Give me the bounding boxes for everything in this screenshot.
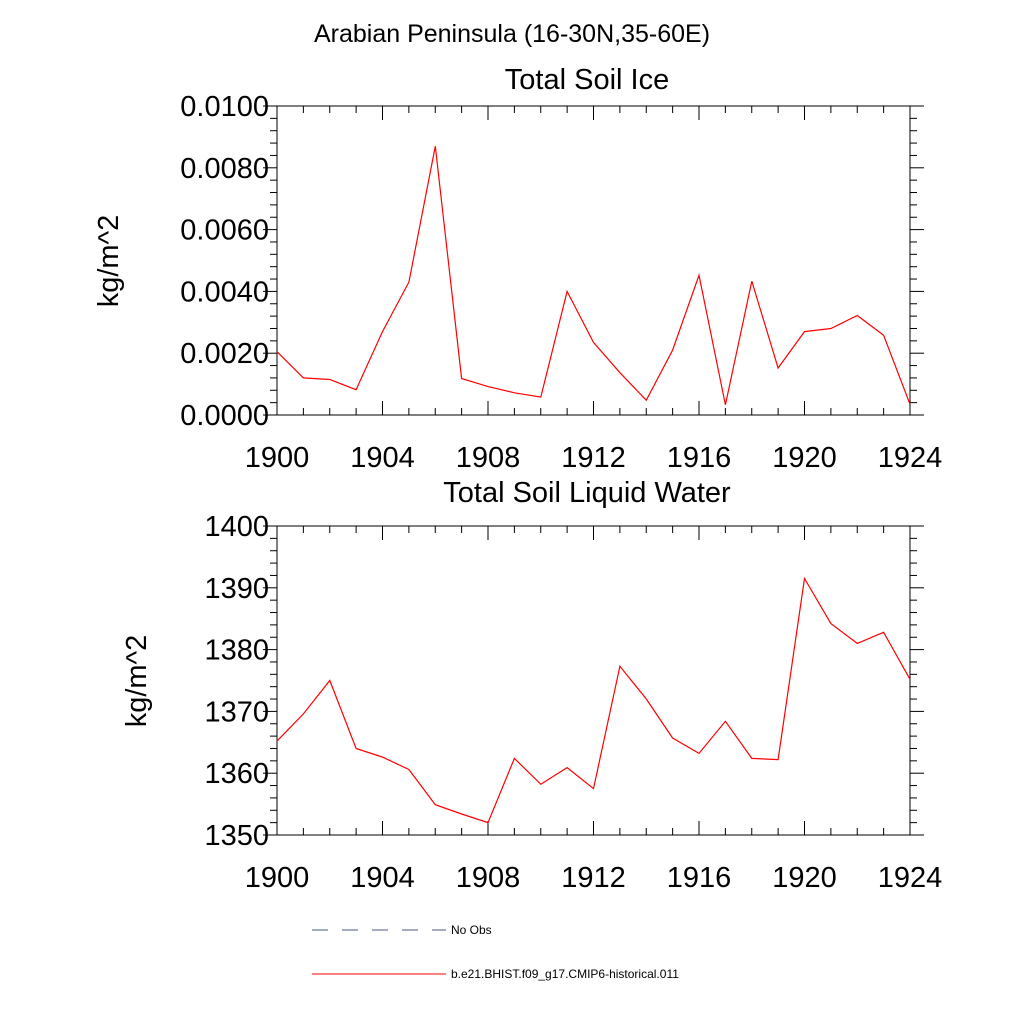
soil-ice-x-tick-label: 1920 <box>772 442 837 474</box>
soil-ice-y-tick-label: 0.0040 <box>180 276 269 308</box>
soil-ice-x-tick-label: 1924 <box>878 442 943 474</box>
soil-liquid-water-title: Total Soil Liquid Water <box>443 477 731 509</box>
soil-ice-title: Total Soil Ice <box>505 64 669 96</box>
soil-liquid-water-y-axis-label: kg/m^2 <box>121 635 153 728</box>
soil-ice-y-tick-label: 0.0020 <box>180 338 269 370</box>
soil-liquid-water-y-tick-label: 1350 <box>204 820 269 852</box>
soil-ice-x-tick-label: 1908 <box>456 442 521 474</box>
soil-liquid-water-x-tick-label: 1916 <box>667 862 732 894</box>
soil-ice-series-line <box>276 146 911 405</box>
soil-ice-plot-frame <box>276 105 911 416</box>
soil-liquid-water-x-tick-label: 1900 <box>245 862 310 894</box>
soil-liquid-water-x-tick-label: 1924 <box>878 862 943 894</box>
soil-liquid-water-panel: Total Soil Liquid Water kg/m^2 1900 1904 1… <box>121 477 942 894</box>
soil-ice-x-tick-label: 1916 <box>667 442 732 474</box>
soil-ice-y-tick-label: 0.0100 <box>180 91 269 123</box>
soil-ice-x-tick-label: 1912 <box>561 442 626 474</box>
soil-liquid-water-y-tick-label: 1400 <box>204 511 269 543</box>
soil-liquid-water-y-tick-label: 1370 <box>204 696 269 728</box>
legend-label-model-run: b.e21.BHIST.f09_g17.CMIP6-historical.011 <box>451 967 679 981</box>
soil-liquid-water-x-tick-label: 1908 <box>456 862 521 894</box>
soil-liquid-water-series-line <box>276 576 911 824</box>
soil-ice-y-tick-label: 0.0080 <box>180 153 269 185</box>
soil-liquid-water-y-tick-label: 1390 <box>204 573 269 605</box>
soil-ice-y-tick-label: 0.0000 <box>180 400 269 432</box>
soil-ice-y-axis-label: kg/m^2 <box>93 215 125 308</box>
soil-liquid-water-x-tick-label: 1904 <box>350 862 415 894</box>
figure-title: Arabian Peninsula (16-30N,35-60E) <box>314 20 710 48</box>
legend-label-no-obs: No Obs <box>451 923 492 937</box>
soil-liquid-water-y-tick-label: 1360 <box>204 758 269 790</box>
soil-ice-y-tick-label: 0.0060 <box>180 215 269 247</box>
soil-liquid-water-x-tick-label: 1912 <box>561 862 626 894</box>
soil-ice-panel: Total Soil Ice kg/m^2 1900 1904 1908 1912 19… <box>93 64 942 474</box>
soil-ice-x-tick-label: 1904 <box>350 442 415 474</box>
soil-ice-x-tick-label: 1900 <box>245 442 310 474</box>
soil-liquid-water-x-tick-label: 1920 <box>772 862 837 894</box>
legend: No Obs b.e21.BHIST.f09_g17.CMIP6-histori… <box>312 923 679 981</box>
soil-liquid-water-y-tick-label: 1380 <box>204 635 269 667</box>
